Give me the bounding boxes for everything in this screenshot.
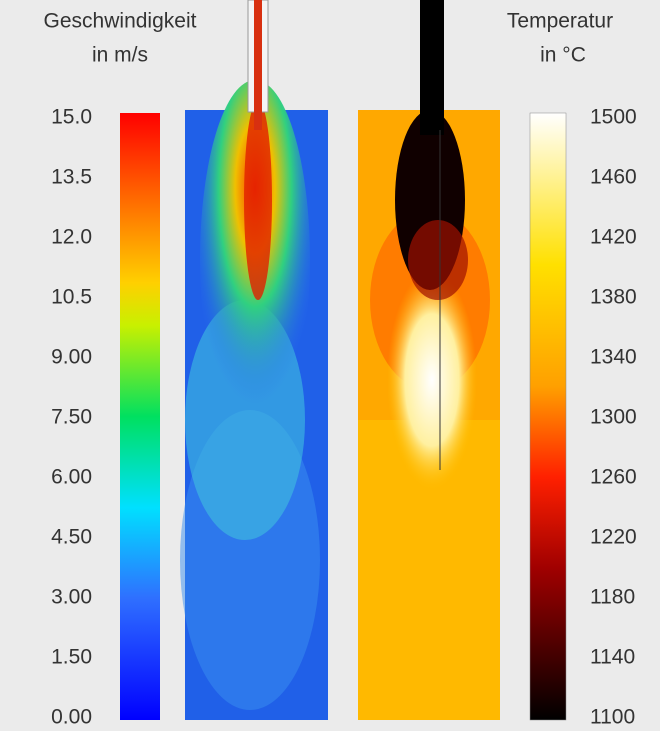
velocity-tick-label: 13.5	[51, 166, 92, 189]
velocity-tick-label: 10.5	[51, 286, 92, 309]
temperature-tick-label: 1460	[590, 166, 637, 189]
temperature-tick-label: 1220	[590, 526, 637, 549]
temperature-field	[358, 0, 500, 720]
velocity-tick-label: 15.0	[51, 106, 92, 129]
velocity-colorbar	[120, 113, 160, 720]
temperature-tick-label: 1380	[590, 286, 637, 309]
temperature-tick-label: 1100	[590, 706, 635, 729]
velocity-tick-label: 9.00	[51, 346, 92, 369]
temperature-tick-label: 1180	[590, 586, 635, 609]
velocity-tick-label: 7.50	[51, 406, 92, 429]
temperature-tick-label: 1420	[590, 226, 637, 249]
velocity-unit: in m/s	[92, 44, 148, 67]
velocity-title: Geschwindigkeit	[44, 10, 197, 33]
temperature-tick-label: 1300	[590, 406, 637, 429]
velocity-field	[180, 0, 328, 720]
temperature-colorbar	[529, 112, 567, 721]
velocity-tick-label: 0.00	[51, 706, 92, 729]
temperature-tick-label: 1340	[590, 346, 637, 369]
temperature-tick-label: 1260	[590, 466, 637, 489]
velocity-tick-label: 4.50	[51, 526, 92, 549]
velocity-tick-label: 3.00	[51, 586, 92, 609]
velocity-tick-label: 6.00	[51, 466, 92, 489]
velocity-tick-label: 12.0	[51, 226, 92, 249]
temperature-unit: in °C	[540, 44, 586, 67]
temperature-tick-label: 1500	[590, 106, 637, 129]
temperature-tick-label: 1140	[590, 646, 635, 669]
temperature-title: Temperatur	[507, 10, 613, 33]
velocity-tick-label: 1.50	[51, 646, 92, 669]
